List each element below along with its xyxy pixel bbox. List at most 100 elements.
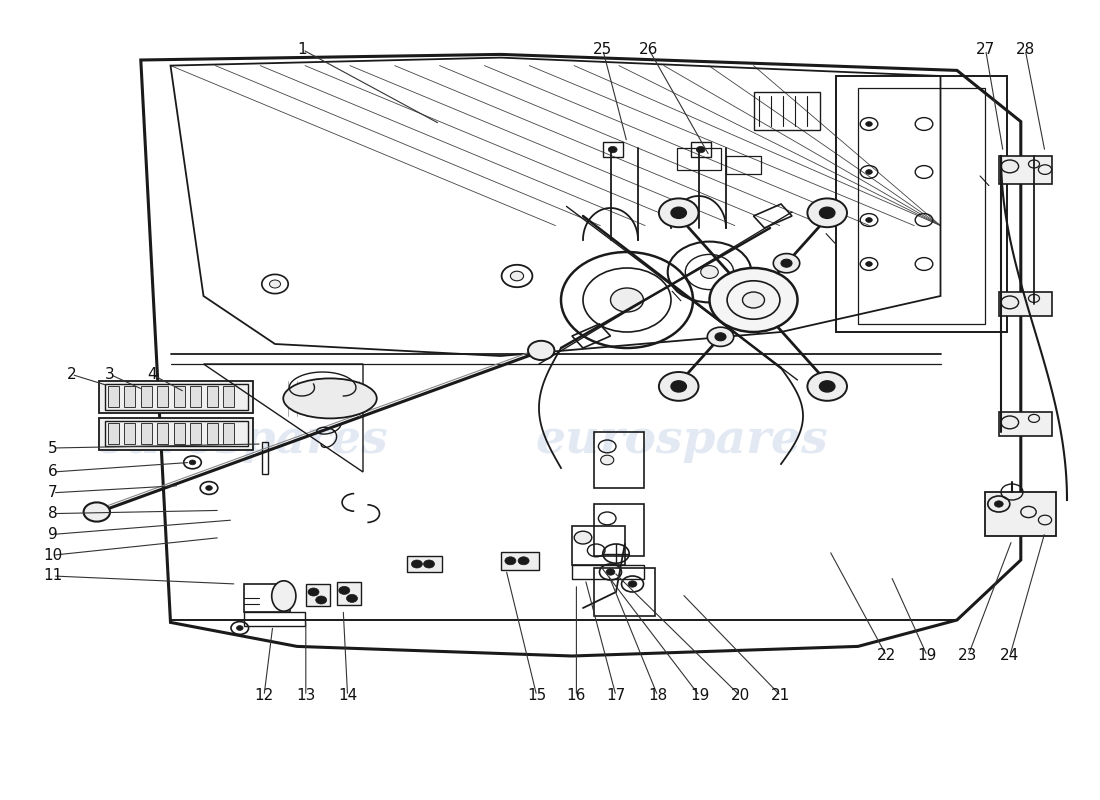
Bar <box>407 556 442 572</box>
Circle shape <box>628 581 637 587</box>
Circle shape <box>270 280 280 288</box>
Circle shape <box>608 146 617 153</box>
Bar <box>141 386 152 407</box>
Text: eurospares: eurospares <box>96 417 388 463</box>
Circle shape <box>346 594 358 602</box>
Text: 22: 22 <box>877 649 896 663</box>
Circle shape <box>1001 296 1019 309</box>
Circle shape <box>866 218 872 222</box>
Text: 26: 26 <box>639 42 659 57</box>
Text: 10: 10 <box>43 548 63 562</box>
Text: 21: 21 <box>771 689 791 703</box>
Text: 19: 19 <box>917 649 937 663</box>
Circle shape <box>994 501 1003 507</box>
Circle shape <box>820 207 835 218</box>
Ellipse shape <box>284 378 376 418</box>
Circle shape <box>671 381 686 392</box>
Bar <box>99 418 253 450</box>
Circle shape <box>773 254 800 273</box>
Circle shape <box>308 588 319 596</box>
Circle shape <box>528 341 554 360</box>
Bar <box>572 565 644 579</box>
Text: 24: 24 <box>1000 649 1020 663</box>
Circle shape <box>1001 416 1019 429</box>
Bar <box>572 526 625 565</box>
Text: 9: 9 <box>48 527 57 542</box>
Bar <box>726 156 761 174</box>
Bar <box>223 386 234 407</box>
Bar <box>174 386 185 407</box>
Circle shape <box>659 198 698 227</box>
Text: 14: 14 <box>338 689 358 703</box>
Bar <box>262 442 268 474</box>
Text: 18: 18 <box>648 689 668 703</box>
Bar <box>108 386 119 407</box>
Text: eurospares: eurospares <box>536 417 828 463</box>
Text: 6: 6 <box>48 465 57 479</box>
Circle shape <box>659 372 698 401</box>
Bar <box>207 386 218 407</box>
Bar <box>174 423 185 444</box>
Bar <box>157 386 168 407</box>
Circle shape <box>236 626 243 630</box>
Bar <box>594 568 654 616</box>
Bar <box>500 552 539 570</box>
Circle shape <box>671 207 686 218</box>
Text: 2: 2 <box>67 367 76 382</box>
Bar <box>603 142 623 157</box>
Text: 27: 27 <box>976 42 996 57</box>
Circle shape <box>866 122 872 126</box>
Text: 17: 17 <box>606 689 626 703</box>
Text: 5: 5 <box>48 441 57 455</box>
Text: 13: 13 <box>296 689 316 703</box>
Circle shape <box>781 259 792 267</box>
Bar <box>190 423 201 444</box>
Circle shape <box>707 327 734 346</box>
Bar <box>99 381 253 413</box>
Circle shape <box>866 170 872 174</box>
Bar <box>858 88 984 324</box>
Text: 7: 7 <box>48 486 57 500</box>
Bar <box>244 584 290 612</box>
Circle shape <box>807 198 847 227</box>
Bar <box>337 582 361 605</box>
Circle shape <box>411 560 422 568</box>
Bar <box>691 142 711 157</box>
Circle shape <box>701 266 718 278</box>
Bar <box>999 292 1052 316</box>
Bar <box>104 384 248 410</box>
Bar <box>984 492 1056 536</box>
Text: 15: 15 <box>527 689 547 703</box>
Bar <box>836 76 1006 332</box>
Bar <box>141 423 152 444</box>
Circle shape <box>1001 160 1019 173</box>
Circle shape <box>206 486 212 490</box>
Circle shape <box>820 381 835 392</box>
Circle shape <box>715 333 726 341</box>
Bar <box>190 386 201 407</box>
Circle shape <box>339 586 350 594</box>
Bar <box>124 423 135 444</box>
Circle shape <box>601 455 614 465</box>
Circle shape <box>606 569 615 575</box>
Text: 12: 12 <box>254 689 274 703</box>
Bar <box>104 421 248 446</box>
Text: 28: 28 <box>1015 42 1035 57</box>
Bar <box>676 148 720 170</box>
Bar <box>108 423 119 444</box>
Bar <box>223 423 234 444</box>
Circle shape <box>189 460 196 465</box>
Circle shape <box>84 502 110 522</box>
Text: 11: 11 <box>43 569 63 583</box>
Ellipse shape <box>272 581 296 611</box>
Bar <box>124 386 135 407</box>
Text: 3: 3 <box>106 367 114 382</box>
Bar <box>207 423 218 444</box>
Bar <box>999 412 1052 436</box>
Text: 20: 20 <box>730 689 750 703</box>
Circle shape <box>518 557 529 565</box>
Text: 8: 8 <box>48 506 57 521</box>
Circle shape <box>710 268 798 332</box>
Bar <box>999 156 1052 184</box>
Circle shape <box>510 271 524 281</box>
